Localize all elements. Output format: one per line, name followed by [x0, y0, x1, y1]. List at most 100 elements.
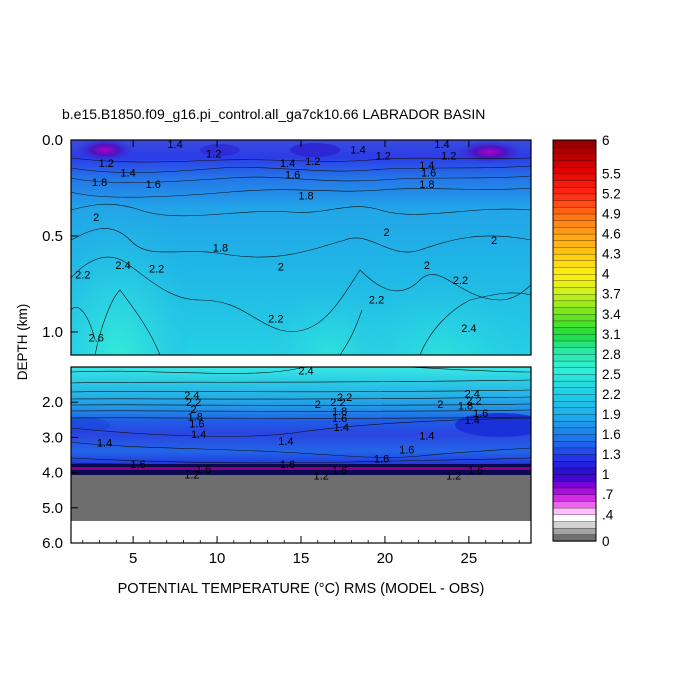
contour-label: 1.4 [419, 431, 434, 443]
colorbar-swatch [552, 527, 597, 535]
colorbar-label: 3.7 [602, 287, 621, 302]
contour-label: 1.6 [285, 170, 300, 182]
contour-label: 1.4 [350, 145, 365, 157]
colorbar-swatch [552, 179, 597, 188]
colorbar-swatch [552, 507, 597, 515]
contour-label: 2 [424, 260, 430, 272]
contour-label: 1.6 [374, 454, 389, 466]
colorbar-swatch [552, 173, 597, 181]
contour-label: 1.2 [99, 158, 114, 170]
contour-label: 1.6 [473, 408, 488, 420]
contour-label: 1.8 [458, 401, 473, 413]
contour-label: 1.6 [332, 413, 347, 425]
colorbar-swatch [552, 413, 597, 422]
contour-label: 1.2 [441, 150, 456, 162]
contour-label: 1.8 [419, 179, 434, 191]
contour-label: 1.6 [146, 179, 161, 191]
colorbar-swatch [552, 320, 597, 328]
colorbar-swatch [552, 487, 597, 495]
colorbar-label: 2.5 [602, 367, 621, 382]
contour-label: 1.4 [120, 168, 135, 180]
x-tick-label: 15 [293, 550, 310, 567]
contour-label: 2.4 [115, 260, 130, 272]
colorbar-label: 1.9 [602, 407, 621, 422]
contour-label: 2.4 [465, 388, 480, 400]
colorbar-label: .7 [602, 487, 613, 502]
colorbar-swatch [552, 206, 597, 215]
colorbar-swatch [552, 360, 597, 368]
contour-label: 1.4 [167, 139, 182, 151]
colorbar-swatch [552, 340, 597, 348]
colorbar-swatch [552, 433, 597, 442]
colorbar-swatch [552, 400, 597, 408]
colorbar-frame [552, 139, 597, 542]
colorbar-swatch [552, 393, 597, 402]
contour-label: 1.8 [332, 406, 347, 418]
chart-title: b.e15.B1850.f09_g16.pi_control.all_ga7ck… [62, 106, 486, 122]
y-tick-label: 6.0 [42, 535, 63, 552]
colorbar-label: 6 [602, 133, 610, 148]
colorbar-swatch [552, 306, 597, 315]
colorbar-label: 4.6 [602, 227, 621, 242]
colorbar-swatch [552, 266, 597, 275]
colorbar-swatch [552, 193, 597, 201]
colorbar-swatch [552, 420, 597, 429]
colorbar-swatch [552, 480, 597, 489]
y-tick-label: 2.0 [42, 394, 63, 411]
contour-label: 2 [93, 212, 99, 224]
x-axis: 5 10 15 20 25 [82, 140, 520, 567]
colorbar-swatch [552, 213, 597, 221]
contour-label: 1.8 [213, 243, 228, 255]
contour-label: 2.2 [186, 397, 201, 409]
lower-panel-field [71, 367, 531, 543]
contour-label: 1.2 [184, 469, 199, 481]
colorbar-label: 5.2 [602, 186, 621, 201]
colorbar-swatch [552, 286, 597, 295]
contour-label: 2.4 [298, 366, 313, 378]
contour-label: 2.2 [453, 275, 468, 287]
colorbar-swatch [552, 353, 597, 362]
colorbar-swatch [552, 313, 597, 322]
colorbar-swatch [552, 186, 597, 195]
colorbar-swatch [552, 494, 597, 502]
y-tick-label: 3.0 [42, 429, 63, 446]
colorbar-swatch [552, 387, 597, 395]
contour-label: 1.2 [376, 150, 391, 162]
contour-label: 2.2 [149, 264, 164, 276]
colorbar-label: 3.1 [602, 327, 621, 342]
contour-label: 2.2 [369, 294, 384, 306]
colorbar-swatch [552, 166, 597, 175]
contour-label: 1.4 [278, 436, 293, 448]
contour-label: 2.4 [461, 323, 476, 335]
colorbar: 0 .4 .7 1 1.3 1.6 1.9 2.2 2.5 2.8 3.1 3.4 3.7 4 4.3 4.6… [552, 133, 621, 549]
contour-label: 2.2 [337, 392, 352, 404]
colorbar-label: 1.6 [602, 427, 621, 442]
colorbar-label: 1 [602, 467, 610, 482]
y-axis-label: DEPTH (km) [15, 304, 30, 381]
contour-label: 2 [491, 235, 497, 247]
colorbar-swatch [552, 347, 597, 355]
colorbar-swatch [552, 427, 597, 435]
contour-labels-lower: 2.42.42.221.81.61.42.22 2.21.81.61.42.42.… [97, 366, 488, 483]
colorbar-swatch [552, 300, 597, 308]
contour-label: 1.2 [446, 470, 461, 482]
colorbar-label: 2.2 [602, 387, 621, 402]
colorbar-swatch [552, 199, 597, 208]
colorbar-swatch [552, 500, 597, 509]
colorbar-swatch [552, 280, 597, 288]
contour-label: 1.4 [191, 429, 206, 441]
colorbar-swatch [552, 474, 597, 482]
contour-label: 2.2 [466, 395, 481, 407]
colorbar-swatch [552, 440, 597, 449]
colorbar-swatch [552, 246, 597, 255]
contour-label: 1.4 [334, 422, 349, 434]
colorbar-swatch [552, 447, 597, 455]
x-tick-label: 25 [461, 550, 478, 567]
colorbar-label: 2.8 [602, 347, 621, 362]
contour-labels-upper: 1.41.21.21.41.4 1.21.61.4 1.21.41.61.41.21… [75, 139, 497, 345]
colorbar-swatch [552, 367, 597, 375]
contour-label: 1.4 [434, 139, 449, 151]
colorbar-swatch [552, 253, 597, 261]
y-tick-label: 0.0 [42, 132, 63, 149]
x-tick-label: 20 [377, 550, 394, 567]
